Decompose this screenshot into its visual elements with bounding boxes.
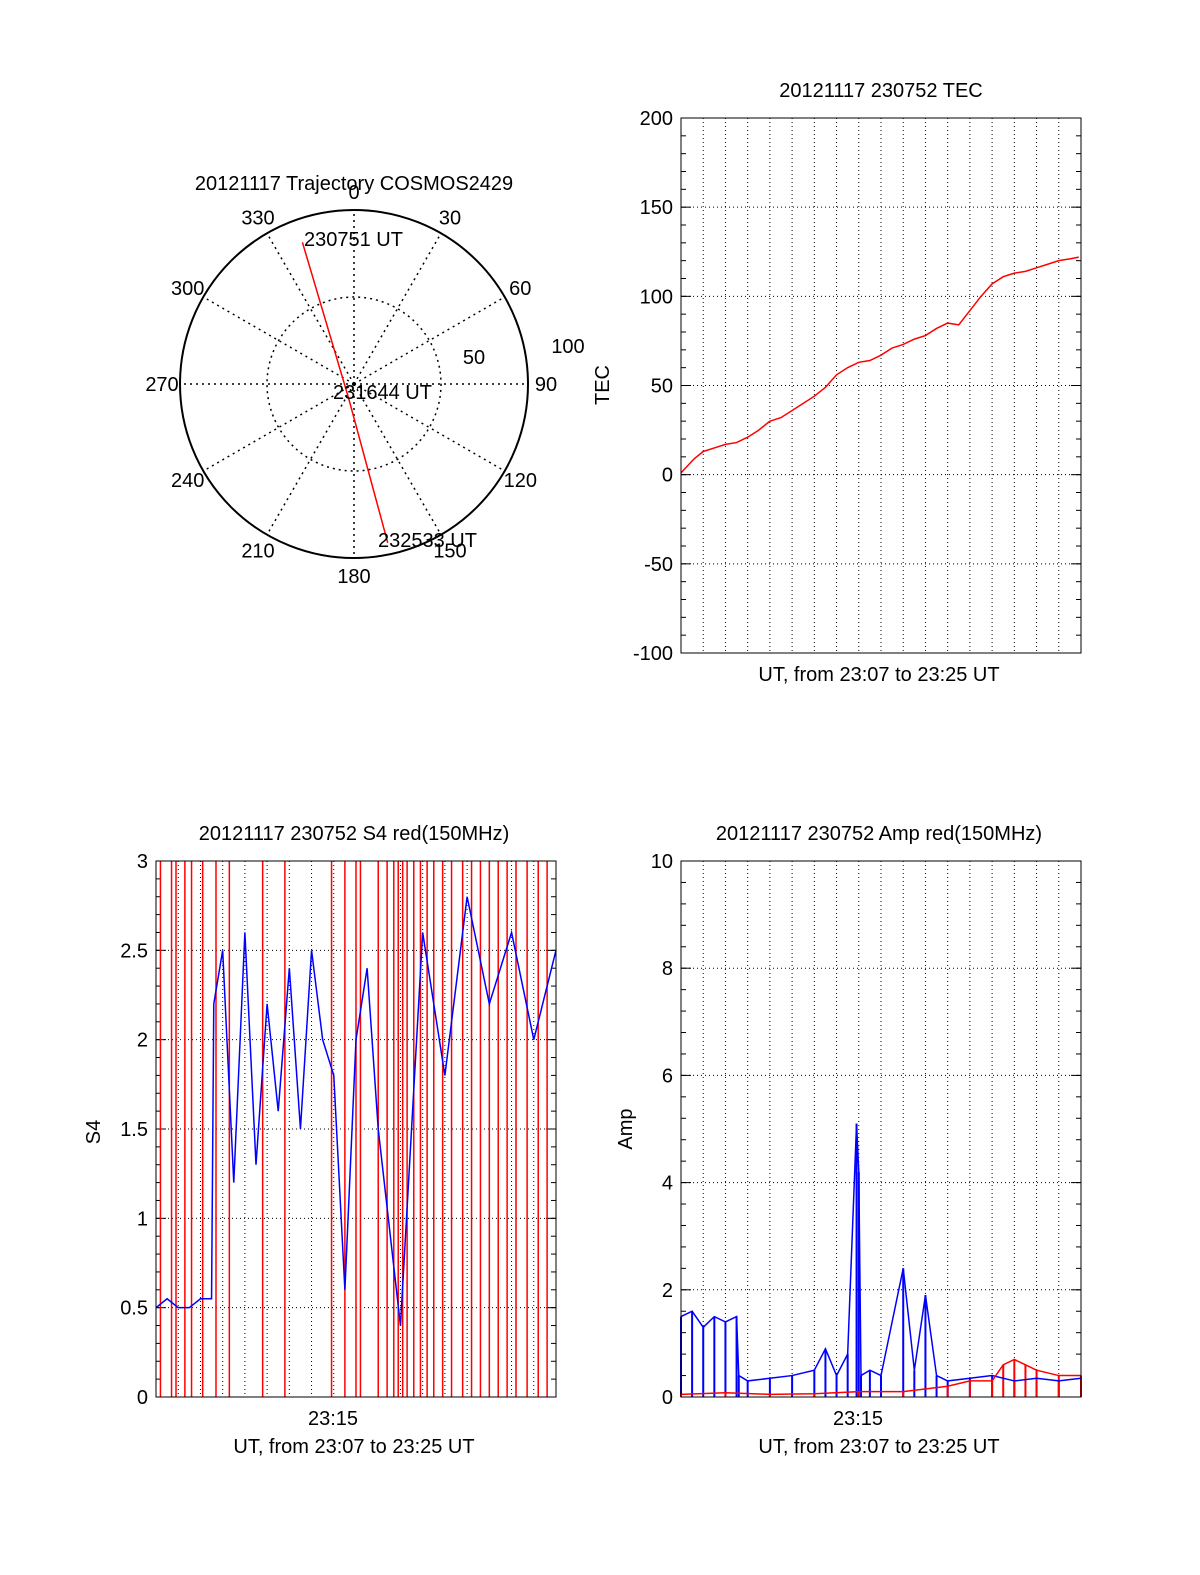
polar-outer-circle: [179, 209, 529, 559]
polar-angle-label-90: 90: [535, 374, 557, 396]
polar-spoke-210: [266, 383, 355, 536]
polar-radial-labels: 50 100: [463, 336, 585, 369]
polar-angle-label-150: 150: [433, 540, 466, 562]
tec-ytick-label-0: 0: [662, 465, 673, 487]
polar-angle-label-270: 270: [145, 374, 178, 396]
amp-xlabel: UT, from 23:07 to 23:25 UT: [758, 1436, 999, 1458]
tec-ytick-label-100: 100: [640, 286, 673, 308]
polar-angle-label-0: 0: [348, 182, 359, 204]
trajectory-labels: 230751 UT 231644 UT 232533 UT: [304, 229, 477, 552]
polar-angle-label-30: 30: [439, 208, 461, 230]
amp-ylabel: Amp: [615, 1108, 637, 1149]
amp-ytick-label-6: 6: [662, 1065, 673, 1087]
amp-ytick-label-8: 8: [662, 958, 673, 980]
polar-angle-label-330: 330: [241, 208, 274, 230]
tec-plot-frame: [680, 117, 1082, 654]
polar-spoke-150: [353, 383, 442, 536]
polar-title: 20121117 Trajectory COSMOS2429: [195, 173, 513, 195]
trajectory-label-start: 230751 UT: [304, 229, 403, 251]
radial-label-100: 100: [551, 336, 584, 358]
s4-ytick-label-0.5: 0.5: [120, 1298, 148, 1320]
amp-plot-frame: [680, 860, 1082, 1398]
tec-series: [680, 256, 1079, 474]
s4-series-blue: [155, 896, 557, 1326]
amp-grid: [681, 860, 1081, 1398]
polar-spoke-300: [202, 296, 355, 385]
trajectory-label-mid: 231644 UT: [333, 382, 432, 404]
trajectory-line: [301, 242, 389, 544]
amp-series-blue: [680, 1123, 1082, 1382]
polar-inner-circle: [266, 296, 442, 472]
polar-spoke-240: [202, 383, 355, 472]
polar-angle-label-120: 120: [504, 470, 537, 492]
tec-ytick-label-50: 50: [651, 376, 673, 398]
polar-spoke-330: [266, 232, 355, 385]
s4-panel: 20121117 230752 S4 red(150MHz) 0 0.5 1 1.5 2…: [83, 823, 557, 1458]
s4-title: 20121117 230752 S4 red(150MHz): [199, 823, 510, 845]
tec-ytick-label--100: -100: [633, 643, 673, 665]
polar-angle-label-210: 210: [241, 540, 274, 562]
s4-xtick-2315: 23:15: [308, 1408, 358, 1430]
s4-ytick-label-0: 0: [137, 1387, 148, 1409]
amp-y-tick-labels: 0 2 4 6 8 10: [651, 851, 673, 1409]
tec-series-red: [680, 256, 1079, 474]
amp-panel: 20121117 230752 Amp red(150MHz) 0246810 …: [615, 823, 1082, 1458]
s4-series: [155, 861, 557, 1397]
tec-grid: [681, 117, 1081, 654]
s4-y-tick-labels: 0 0.5 1 1.5 2 2.5 3: [120, 851, 148, 1409]
s4-ytick-label-1: 1: [137, 1208, 148, 1230]
s4-ytick-label-1.5: 1.5: [120, 1119, 148, 1141]
amp-ytick-label-10: 10: [651, 851, 673, 873]
polar-angle-label-60: 60: [509, 278, 531, 300]
amp-ytick-label-4: 4: [662, 1173, 673, 1195]
s4-ytick-label-3: 3: [137, 851, 148, 873]
amp-series: [680, 1123, 1082, 1397]
polar-spoke-120: [353, 383, 506, 472]
amp-ytick-label-2: 2: [662, 1280, 673, 1302]
polar-angle-label-300: 300: [171, 278, 204, 300]
polar-angle-labels: 0 30 60 90 120 150 180 210 240 270 300 330: [145, 182, 557, 588]
amp-series-red: [680, 1358, 1081, 1396]
amp-xtick-2315: 23:15: [833, 1408, 883, 1430]
polar-angle-label-180: 180: [337, 566, 370, 588]
trajectory-path: [301, 242, 389, 544]
polar-spoke-30: [353, 232, 442, 385]
tec-ytick-label-200: 200: [640, 108, 673, 130]
trajectory-label-end: 232533 UT: [378, 530, 477, 552]
polar-trajectory-panel: 20121117 Trajectory COSMOS2429 0 30 60 90 12…: [145, 173, 584, 588]
s4-ytick-label-2.5: 2.5: [120, 940, 148, 962]
tec-ytick-label-150: 150: [640, 197, 673, 219]
s4-xlabel: UT, from 23:07 to 23:25 UT: [233, 1436, 474, 1458]
radial-label-50: 50: [463, 347, 485, 369]
s4-ytick-label-2: 2: [137, 1030, 148, 1052]
tec-y-tick-labels: -100 -50 0 50 100 150 200: [633, 108, 673, 665]
tec-title: 20121117 230752 TEC: [779, 80, 983, 102]
polar-spoke-60: [353, 296, 506, 385]
tec-xlabel: UT, from 23:07 to 23:25 UT: [758, 664, 999, 686]
amp-title: 20121117 230752 Amp red(150MHz): [716, 823, 1042, 845]
s4-ylabel: S4: [83, 1120, 105, 1144]
tec-ytick-label--50: -50: [644, 554, 673, 576]
tec-panel: 20121117 230752 TEC -100-50050100150200 …: [592, 80, 1082, 686]
s4-plot-frame: [155, 860, 557, 1398]
polar-grid: [179, 209, 529, 559]
polar-angle-label-240: 240: [171, 470, 204, 492]
amp-ytick-label-0: 0: [662, 1387, 673, 1409]
tec-ylabel: TEC: [592, 365, 614, 405]
